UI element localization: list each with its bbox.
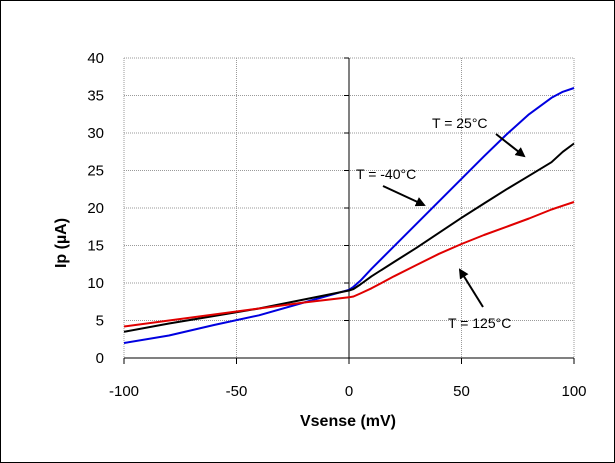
y-tick-label: 35 [87,88,104,105]
annotation-arrow-t25 [495,133,526,158]
axes [123,57,575,364]
y-tick-label: 10 [87,275,104,292]
x-tick-label: 50 [453,383,470,400]
y-tick-label: 5 [96,313,104,330]
annotation-t-40: T = -40°C [356,166,416,182]
y-tick-label: 0 [96,350,104,367]
annotations: T = 25°C T = -40°C T = 125°C [356,115,526,331]
gridlines [123,57,575,358]
y-tick-label: 15 [87,238,104,255]
x-axis-label: Vsense (mV) [300,413,396,430]
y-tick-label: 20 [87,200,104,217]
annotation-t25: T = 25°C [432,115,488,131]
annotation-arrow-t125 [458,268,484,308]
tick-labels: 0 5 10 15 20 25 30 35 40 -100 -50 0 50 100 [87,50,586,400]
annotation-arrow-t-40 [382,185,426,207]
x-tick-label: -50 [226,383,248,400]
annotation-t125: T = 125°C [448,315,511,331]
y-tick-label: 40 [87,50,104,67]
series-lines [123,87,575,344]
y-tick-label: 30 [87,125,104,142]
series-line-red [123,201,575,328]
x-tick-label: 100 [561,383,586,400]
series-line-blue [123,87,575,344]
y-axis-label: Ip (µA) [53,218,70,268]
y-tick-label: 25 [87,163,104,180]
x-tick-label: -100 [109,383,139,400]
x-tick-label: 0 [345,383,353,400]
